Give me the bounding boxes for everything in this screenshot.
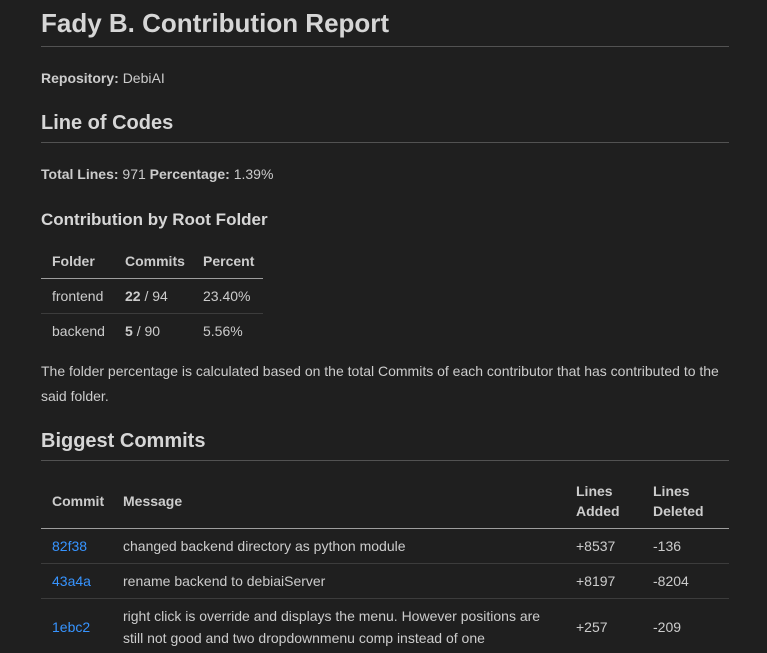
column-header-commits: Commits <box>114 245 192 279</box>
commit-count: 5 <box>125 323 133 339</box>
column-header-lines-deleted: Lines Deleted <box>642 475 729 529</box>
column-header-message: Message <box>112 475 565 529</box>
biggest-commits-header-row: Commit Message Lines Added Lines Deleted <box>41 475 729 529</box>
lines-deleted-value: -136 <box>653 538 682 554</box>
commit-message: rename backend to debiaiServer <box>112 563 565 599</box>
commit-message: changed backend directory as python modu… <box>123 538 406 554</box>
folder-percent: 5.56% <box>192 313 263 348</box>
percentage-value: 1.39% <box>233 166 274 182</box>
folder-commits: 5 / 90 <box>114 313 192 348</box>
root-folder-table-header-row: Folder Commits Percent <box>41 245 263 279</box>
percentage-label: Percentage: <box>149 166 230 182</box>
lines-added-value: +257 <box>565 598 642 653</box>
commit-link[interactable]: 1ebc2 <box>52 619 91 635</box>
column-header-folder: Folder <box>41 245 114 279</box>
table-row: backend 5 / 90 5.56% <box>41 313 263 348</box>
section-heading-root-folder: Contribution by Root Folder <box>41 210 268 229</box>
commit-count-separator: / <box>144 288 149 304</box>
commit-count-separator: / <box>136 323 141 339</box>
folder-commits: 22 / 94 <box>114 279 192 314</box>
commit-count: 22 <box>125 288 141 304</box>
line-of-codes-stats: Total Lines: 971 Percentage: 1.39% <box>41 163 729 185</box>
commit-total: 94 <box>152 288 168 304</box>
folder-name: frontend <box>52 288 104 304</box>
commit-total: 90 <box>144 323 161 339</box>
commit-link[interactable]: 43a4a <box>52 573 91 589</box>
column-header-lines-added: Lines Added <box>565 475 642 529</box>
folder-name: backend <box>41 313 114 348</box>
folder-percent: 23.40% <box>203 288 251 304</box>
total-lines-label: Total Lines: <box>41 166 119 182</box>
table-row: 1ebc2 right click is override and displa… <box>41 598 729 653</box>
lines-deleted-value: -8204 <box>642 563 729 599</box>
biggest-commits-table: Commit Message Lines Added Lines Deleted… <box>41 475 729 653</box>
page-title: Fady B. Contribution Report <box>41 8 729 47</box>
repository-label: Repository: <box>41 70 119 86</box>
column-header-commit: Commit <box>41 475 112 529</box>
table-row: 43a4a rename backend to debiaiServer +81… <box>41 563 729 599</box>
lines-deleted-value: -209 <box>642 598 729 653</box>
commit-message: right click is override and displays the… <box>112 598 565 653</box>
section-heading-line-of-codes: Line of Codes <box>41 111 729 143</box>
table-row: frontend 22 / 94 23.40% <box>41 279 263 314</box>
folder-percentage-note: The folder percentage is calculated base… <box>41 363 719 404</box>
column-header-percent: Percent <box>192 245 263 279</box>
repository-line: Repository: DebiAI <box>41 67 729 89</box>
section-heading-biggest-commits: Biggest Commits <box>41 429 729 461</box>
lines-added-value: +8197 <box>565 563 642 599</box>
commit-link[interactable]: 82f38 <box>52 538 88 554</box>
lines-added-value: +8537 <box>576 538 616 554</box>
contribution-report-page: Fady B. Contribution Report Repository: … <box>41 8 729 653</box>
total-lines-value: 971 <box>122 166 146 182</box>
table-row: 82f38 changed backend directory as pytho… <box>41 529 729 564</box>
root-folder-table: Folder Commits Percent frontend 22 / 94 … <box>41 245 263 348</box>
repository-name: DebiAI <box>122 70 165 86</box>
